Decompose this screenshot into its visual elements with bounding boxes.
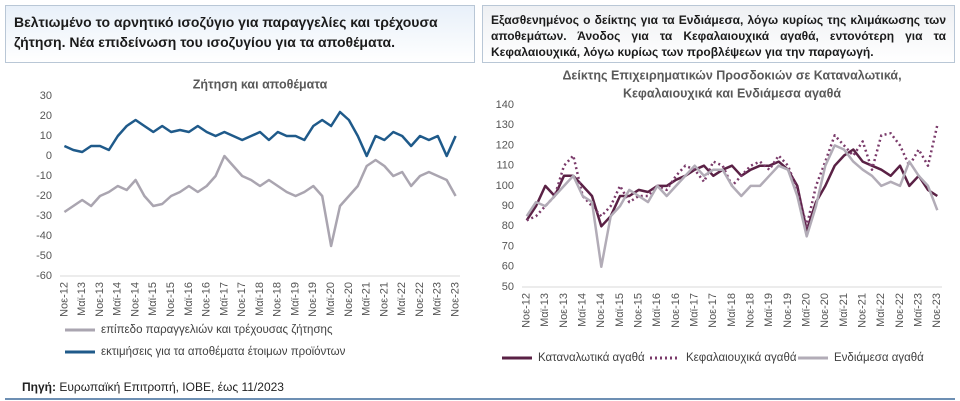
source: Πηγή: Ευρωπαϊκή Επιτροπή, ΙΟΒΕ, έως 11/2… (22, 380, 284, 394)
chart-left: Ζήτηση και αποθέματα -60 -50 -40 -30 -20 -10 0 1… (36, 77, 461, 358)
y-tick-label: 140 (496, 99, 514, 111)
x-tick-label: Μαϊ-15 (614, 293, 626, 327)
x-tick-label: Νοε-14 (129, 282, 141, 317)
y-tick-label: 100 (496, 180, 514, 192)
x-tick-label: Μαϊ-13 (539, 293, 551, 327)
x-tick-label: Μαϊ-21 (838, 293, 850, 327)
x-tick-label: Νοε-18 (745, 293, 757, 328)
x-tick-label: Νοε-17 (236, 282, 248, 317)
x-tick-label: Νοε-15 (633, 293, 645, 328)
y-tick-label: 80 (502, 220, 514, 232)
y-tick-label: 50 (502, 281, 514, 293)
x-tick-label: Μαϊ-23 (432, 282, 444, 316)
y-tick-label: 130 (496, 119, 514, 131)
x-tick-label: Μαϊ-15 (147, 282, 159, 316)
x-tick-label: Μαϊ-19 (763, 293, 775, 327)
y-tick-label: -60 (36, 270, 52, 282)
y-tick-label: 120 (496, 139, 514, 151)
chart-title: Ζήτηση και αποθέματα (193, 77, 328, 91)
x-tick-label: Μαϊ-17 (218, 282, 230, 316)
x-tick-label: Νοε-16 (201, 282, 213, 317)
y-tick-label: -10 (36, 170, 52, 182)
x-tick-label: Νοε-23 (449, 282, 461, 317)
y-tick-label: -20 (36, 190, 52, 202)
source-text: Ευρωπαϊκή Επιτροπή, ΙΟΒΕ, έως 11/2023 (59, 380, 284, 394)
x-tick-label: Νοε-21 (378, 282, 390, 317)
chart-title: Κεφαλαιουχικά και Ενδιάμεσα αγαθά (623, 86, 841, 100)
y-tick-label: 10 (40, 130, 52, 142)
x-tick-label: Μαϊ-20 (801, 293, 813, 327)
x-tick-label: Νοε-15 (165, 282, 177, 317)
x-tick-label: Μαϊ-21 (361, 282, 373, 316)
x-tick-label: Μαϊ-19 (289, 282, 301, 316)
y-tick-label: 20 (40, 110, 52, 122)
x-tick-label: Νοε-18 (272, 282, 284, 317)
y-tick-label: 110 (496, 160, 514, 172)
legend-label: Καταναλωτικά αγαθά (538, 352, 645, 364)
x-tick-label: Μαϊ-16 (183, 282, 195, 316)
bottom-rule (5, 398, 955, 400)
legend-label: εκτιμήσεις για τα αποθέματα έτοιμων προϊ… (101, 346, 346, 358)
x-tick-label: Μαϊ-14 (577, 293, 589, 327)
x-tick-label: Νοε-13 (558, 293, 570, 328)
y-tick-label: 0 (46, 150, 52, 162)
x-tick-label: Νοε-22 (894, 293, 906, 328)
series-line (525, 144, 939, 269)
x-tick-label: Μαϊ-17 (689, 293, 701, 327)
header-right: Εξασθενημένος ο δείκτης για τα Ενδιάμεσα… (482, 5, 955, 63)
legend-label: Ενδιάμεσα αγαθά (834, 352, 924, 364)
x-tick-label: Μαϊ-16 (651, 293, 663, 327)
x-tick-label: Νοε-16 (670, 293, 682, 328)
y-tick-label: 70 (502, 240, 514, 252)
series-line (63, 154, 457, 248)
x-tick-label: Νοε-19 (782, 293, 794, 328)
chart-title: Δείκτης Επιχειρηματικών Προσδοκιών σε Κα… (562, 68, 901, 82)
x-tick-label: Νοε-23 (931, 293, 943, 328)
legend-label: Κεφαλαιουχικά αγαθά (686, 352, 797, 364)
x-tick-label: Μαϊ-14 (112, 282, 124, 316)
x-tick-label: Μαϊ-18 (254, 282, 266, 316)
x-tick-label: Μαϊ-18 (726, 293, 738, 327)
y-tick-label: -40 (36, 230, 52, 242)
x-tick-label: Μαϊ-22 (396, 282, 408, 316)
x-tick-label: Νοε-20 (343, 282, 355, 317)
series-line (525, 148, 938, 232)
x-tick-label: Νοε-12 (521, 293, 533, 328)
series-line (526, 124, 939, 228)
x-tick-label: Νοε-19 (307, 282, 319, 317)
y-tick-label: 60 (502, 261, 514, 273)
y-tick-label: 90 (502, 200, 514, 212)
x-tick-label: Μαϊ-23 (913, 293, 925, 327)
legend-label: επίπεδο παραγγελιών και τρέχουσας ζήτηση… (101, 324, 333, 336)
y-tick-label: -30 (36, 210, 52, 222)
source-label: Πηγή: (22, 380, 56, 394)
y-tick-label: -50 (36, 250, 52, 262)
x-tick-label: Νοε-14 (595, 293, 607, 328)
x-tick-label: Μαϊ-13 (76, 282, 88, 316)
x-tick-label: Νοε-12 (58, 282, 70, 317)
x-tick-label: Νοε-21 (857, 293, 869, 328)
header-left: Βελτιωμένο το αρνητικό ισοζύγιο για παρα… (5, 5, 475, 63)
x-tick-label: Νοε-22 (414, 282, 426, 317)
x-tick-label: Μαϊ-22 (875, 293, 887, 327)
series-line (63, 110, 457, 158)
x-tick-label: Μαϊ-20 (325, 282, 337, 316)
chart-right: Δείκτης Επιχειρηματικών Προσδοκιών σε Κα… (496, 68, 944, 364)
x-tick-label: Νοε-13 (94, 282, 106, 317)
x-tick-label: Νοε-17 (707, 293, 719, 328)
x-tick-label: Νοε-20 (819, 293, 831, 328)
y-tick-label: 30 (40, 90, 52, 102)
